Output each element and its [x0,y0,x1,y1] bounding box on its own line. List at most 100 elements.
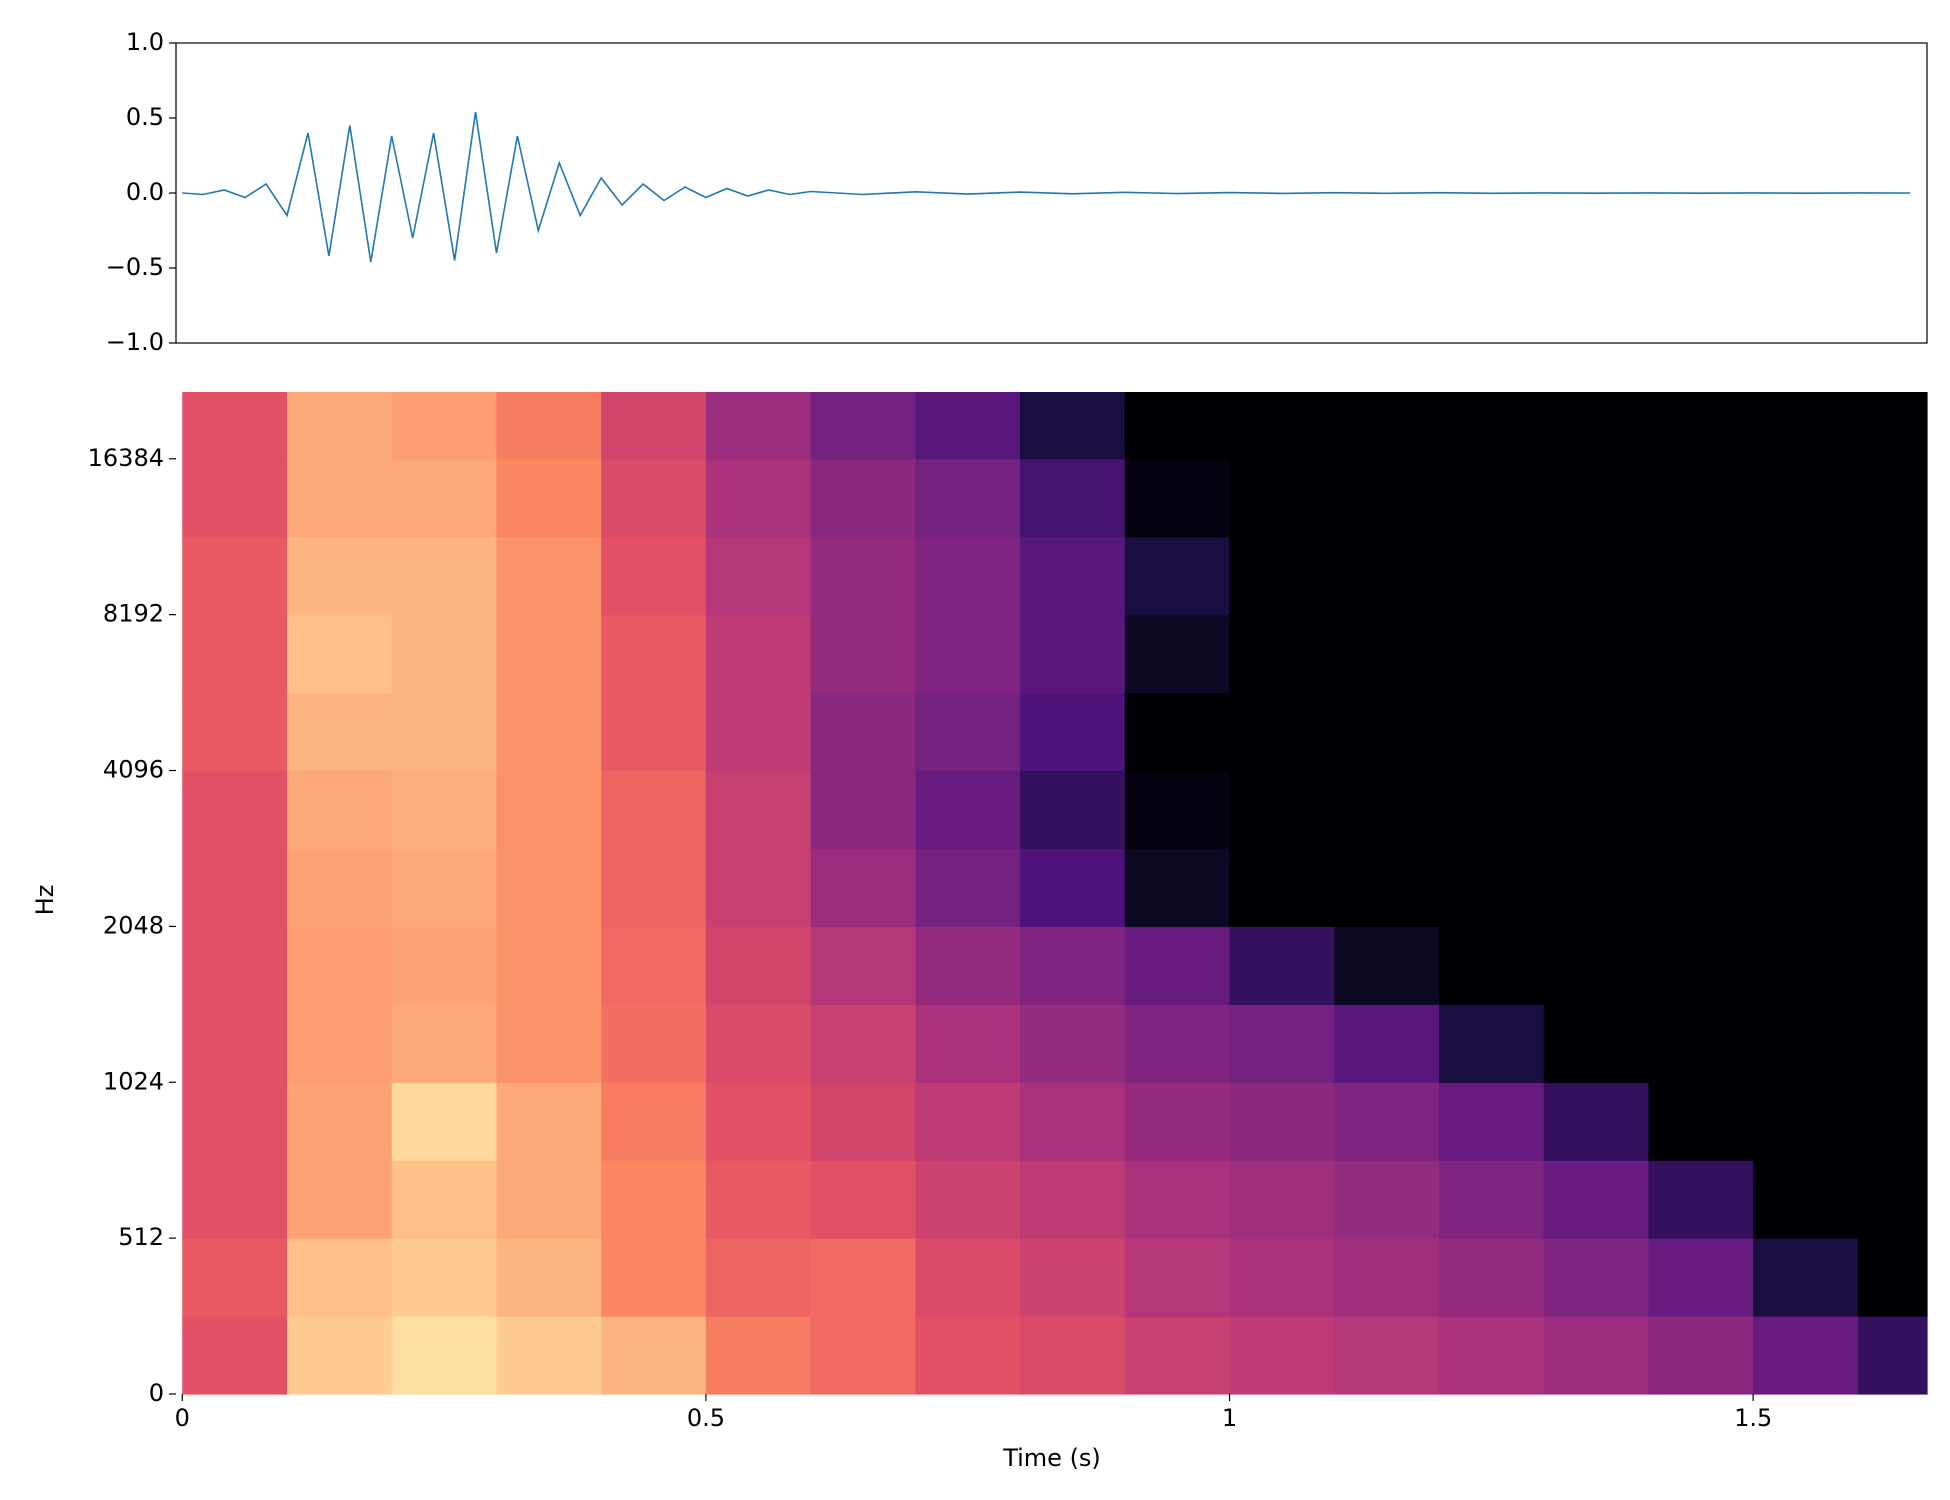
cell [601,392,707,460]
cell [496,926,602,1005]
cell [1124,1238,1231,1317]
cell [1648,392,1754,460]
cell [1229,536,1335,616]
cell [391,926,498,1005]
y-tick-label: 0 [149,1379,164,1407]
cell [1334,614,1440,694]
cell [1543,692,1650,772]
cell [391,392,498,460]
cell [1229,770,1335,850]
cell [182,848,288,927]
plot-frame [175,42,1928,344]
cell [1124,1004,1231,1083]
cell [1020,1082,1126,1161]
cell [1543,614,1650,694]
cell [391,1160,498,1239]
cell [391,770,498,850]
cell [1229,1238,1335,1317]
cell [915,1238,1021,1317]
cell [601,458,707,538]
cell [915,614,1021,694]
cell [182,458,288,538]
cell [601,848,707,927]
cell [810,848,916,927]
cell [1124,1160,1231,1239]
cell [915,458,1021,538]
cell [1857,1004,1928,1083]
cell [1334,458,1440,538]
cell [1857,1160,1928,1239]
cell [915,1004,1021,1083]
cell [496,392,602,460]
cell [496,848,602,927]
cell [1648,1160,1754,1239]
cell [810,692,916,772]
cell [601,1160,707,1239]
cell [182,692,288,772]
cell [182,1082,288,1161]
cell [182,770,288,850]
cell [915,1316,1021,1395]
cell [705,692,812,772]
cell [1124,770,1231,850]
cell [1857,848,1928,927]
cell [601,1082,707,1161]
cell [1124,458,1231,538]
cell [391,458,498,538]
cell [705,1160,812,1239]
cell [1334,692,1440,772]
cell [601,770,707,850]
cell [1753,614,1859,694]
cell [915,1082,1021,1161]
cell [496,1160,602,1239]
cell [182,1160,288,1239]
cell [182,926,288,1005]
cell [1438,458,1545,538]
cell [1438,536,1545,616]
cell [1020,1238,1126,1317]
cell [1020,692,1126,772]
cell [1229,848,1335,927]
cell [705,1238,812,1317]
cell [1334,770,1440,850]
cell [1753,848,1859,927]
cell [287,392,393,460]
cell [1438,1004,1545,1083]
cell [1438,1160,1545,1239]
cell [1334,1004,1440,1083]
y-axis-label: Hz [31,885,59,916]
cell [1753,458,1859,538]
cell [1438,1316,1545,1395]
cell [705,1004,812,1083]
cell [1124,536,1231,616]
cell [1543,1316,1650,1395]
cell [1438,770,1545,850]
y-tick-label: 2048 [103,911,164,939]
cell [391,692,498,772]
cell [1229,1004,1335,1083]
cell [1648,926,1754,1005]
cell [1857,926,1928,1005]
cell [391,1316,498,1395]
cell [705,458,812,538]
y-tick-label: 1024 [103,1067,164,1095]
cell [601,692,707,772]
cell [1438,614,1545,694]
cell [496,1004,602,1083]
cell [496,692,602,772]
cell [287,1004,393,1083]
cell [1857,770,1928,850]
cell [1020,392,1126,460]
cell [705,536,812,616]
cell [1334,536,1440,616]
cell [1229,1316,1335,1395]
cell [705,848,812,927]
cell [810,926,916,1005]
cell [810,1082,916,1161]
y-tick-label: 1.0 [126,28,164,56]
cell [1020,458,1126,538]
cell [601,1004,707,1083]
cell [1753,392,1859,460]
cell [810,536,916,616]
